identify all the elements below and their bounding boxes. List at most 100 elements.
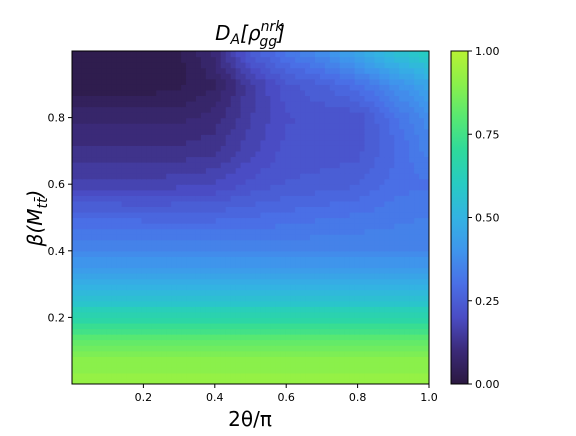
contour-cell	[290, 78, 296, 85]
contour-cell	[379, 206, 385, 213]
contour-cell	[205, 206, 212, 213]
contour-cell	[81, 62, 88, 69]
contour-cell	[260, 322, 266, 330]
contour-cell	[131, 217, 138, 224]
contour-cell	[314, 195, 321, 202]
contour-cell	[295, 378, 301, 384]
contour-cell	[121, 173, 128, 180]
contour-cell	[394, 106, 400, 113]
contour-cell	[265, 112, 271, 119]
contour-cell	[275, 245, 281, 252]
contour-cell	[364, 245, 371, 252]
contour-cell	[250, 350, 257, 357]
contour-cell	[379, 273, 385, 280]
contour-cell	[240, 267, 247, 274]
contour-cell	[91, 84, 98, 91]
contour-cell	[166, 184, 172, 191]
contour-cell	[116, 78, 123, 85]
contour-cell	[86, 334, 93, 341]
contour-cell	[319, 217, 326, 224]
contour-cell	[106, 322, 113, 330]
contour-cell	[300, 167, 306, 174]
contour-cell	[399, 84, 405, 91]
contour-cell	[215, 317, 222, 324]
contour-cell	[131, 361, 138, 368]
title-main: D	[215, 21, 230, 45]
contour-cell	[81, 250, 88, 257]
contour-cell	[81, 145, 88, 152]
contour-cell	[86, 350, 93, 357]
contour-cell	[285, 73, 291, 80]
contour-cell	[389, 106, 395, 113]
contour-cell	[111, 184, 118, 191]
contour-cell	[424, 106, 429, 113]
contour-cell	[344, 211, 351, 219]
contour-cell	[91, 200, 98, 207]
contour-cell	[205, 267, 212, 274]
contour-cell	[419, 150, 425, 158]
contour-cell	[81, 139, 88, 146]
contour-cell	[126, 150, 133, 158]
contour-cell	[210, 328, 217, 335]
contour-cell	[156, 228, 162, 235]
contour-cell	[255, 306, 262, 313]
contour-cell	[389, 56, 395, 63]
contour-cell	[230, 156, 237, 163]
contour-cell	[136, 200, 143, 207]
contour-cell	[339, 167, 346, 174]
contour-cell	[186, 145, 192, 152]
contour-cell	[240, 67, 247, 74]
contour-cell	[91, 278, 98, 285]
contour-cell	[111, 84, 118, 91]
contour-cell	[176, 334, 182, 341]
contour-cell	[404, 195, 410, 202]
contour-cell	[265, 334, 271, 341]
contour-cell	[349, 56, 356, 63]
contour-cell	[136, 334, 143, 341]
contour-cell	[384, 62, 390, 69]
contour-cell	[324, 239, 331, 246]
contour-cell	[96, 51, 103, 58]
contour-cell	[225, 261, 232, 269]
contour-cell	[379, 217, 385, 224]
contour-cell	[235, 67, 242, 74]
contour-cell	[389, 195, 395, 202]
contour-cell	[240, 261, 247, 269]
contour-cell	[300, 356, 306, 363]
contour-cell	[324, 256, 331, 263]
contour-cell	[329, 278, 336, 285]
contour-cell	[146, 223, 152, 230]
contour-cell	[300, 239, 306, 246]
contour-cell	[255, 289, 262, 296]
contour-cell	[86, 156, 93, 163]
contour-cell	[265, 267, 271, 274]
contour-cell	[116, 284, 123, 291]
contour-cell	[191, 372, 197, 380]
contour-cell	[156, 261, 162, 269]
contour-cell	[186, 200, 192, 207]
contour-cell	[419, 189, 425, 196]
contour-cell	[96, 84, 103, 91]
contour-cell	[409, 284, 415, 291]
contour-cell	[215, 200, 222, 207]
contour-cell	[310, 306, 316, 313]
contour-cell	[181, 145, 187, 152]
contour-cell	[146, 322, 152, 330]
contour-cell	[176, 256, 182, 263]
y-axis-label: β(Mtt̄)	[23, 190, 51, 248]
contour-cell	[334, 234, 341, 241]
contour-cell	[200, 273, 207, 280]
contour-cell	[136, 367, 143, 374]
contour-cell	[329, 167, 336, 174]
contour-cell	[424, 328, 429, 335]
contour-cell	[121, 162, 128, 169]
contour-cell	[235, 95, 242, 102]
contour-cell	[404, 67, 410, 74]
contour-cell	[275, 356, 281, 363]
contour-cell	[419, 361, 425, 368]
contour-cell	[384, 284, 390, 291]
contour-cell	[305, 167, 311, 174]
contour-cell	[230, 139, 237, 146]
contour-cell	[250, 51, 257, 58]
contour-cell	[329, 95, 336, 102]
